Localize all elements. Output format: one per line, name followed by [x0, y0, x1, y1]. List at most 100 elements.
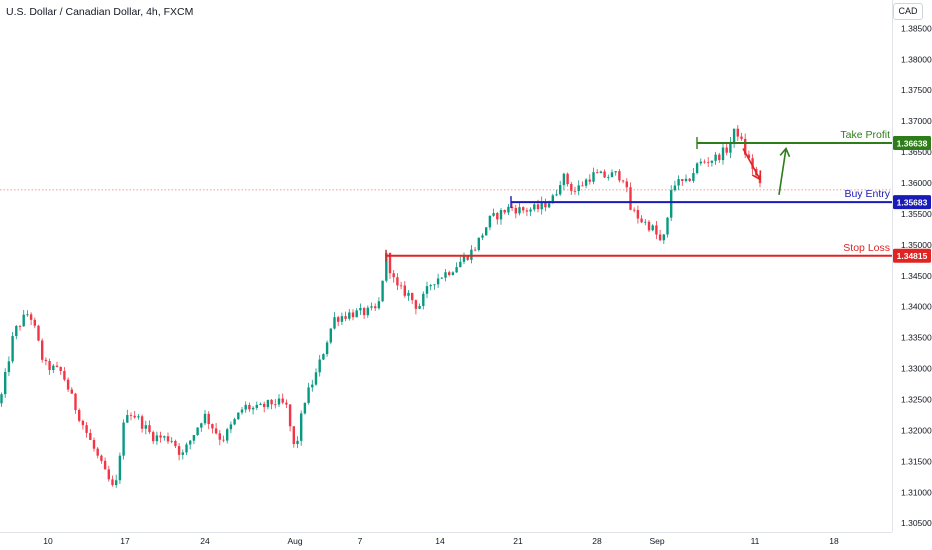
candle: [507, 204, 510, 215]
candle: [115, 474, 118, 488]
candle-body: [681, 179, 684, 181]
candle-body: [588, 179, 591, 182]
candle-body: [547, 203, 551, 208]
candle: [414, 299, 418, 315]
candle-body: [732, 128, 736, 143]
candle-body: [103, 460, 107, 470]
candle-body: [33, 319, 36, 326]
candle-body: [129, 415, 133, 416]
candle-body: [237, 412, 240, 420]
candle-body: [89, 432, 92, 440]
candle-body: [155, 435, 159, 442]
candle: [647, 220, 651, 233]
candle-body: [196, 427, 199, 436]
candle: [444, 269, 447, 282]
candle: [658, 229, 662, 242]
candle-body: [644, 221, 647, 223]
candle-body: [444, 272, 447, 278]
candle-body: [55, 365, 59, 367]
y-tick-label: 1.33500: [901, 333, 932, 343]
candle-body: [673, 185, 677, 191]
candle: [707, 157, 710, 167]
candle: [662, 233, 665, 244]
candle-body: [200, 423, 203, 428]
candle: [63, 367, 66, 382]
y-tick-label: 1.36500: [901, 147, 932, 157]
x-tick-label: 10: [43, 536, 53, 546]
y-tick-label: 1.35000: [901, 240, 932, 250]
target-arrow-head: [779, 146, 791, 158]
candle-body: [37, 325, 40, 341]
candle: [510, 203, 514, 212]
y-tick-label: 1.37000: [901, 116, 932, 126]
candle-body: [625, 181, 628, 188]
candle-body: [266, 399, 270, 408]
candle: [614, 171, 617, 176]
candle: [351, 309, 355, 321]
candle: [100, 454, 103, 464]
candle-body: [629, 187, 632, 210]
candle: [692, 168, 695, 183]
candle-body: [300, 413, 303, 441]
y-tick-label: 1.38500: [901, 23, 932, 33]
candle-body: [22, 314, 25, 327]
candle: [496, 211, 499, 225]
candle-body: [166, 436, 170, 442]
be-price-badge: [893, 195, 931, 210]
candle: [126, 409, 129, 424]
candle: [381, 280, 384, 303]
candle: [621, 179, 625, 184]
candle-body: [485, 227, 488, 236]
candle-body: [584, 179, 588, 186]
candle-body: [240, 409, 244, 413]
candle: [48, 358, 51, 375]
candle-body: [522, 207, 525, 211]
candle-body: [311, 384, 314, 388]
candle: [725, 143, 728, 156]
pullback-arrow-head: [751, 170, 762, 181]
candle-body: [359, 307, 362, 311]
candle-body: [251, 407, 255, 410]
candle-body: [618, 171, 621, 181]
candle: [344, 311, 347, 322]
candle: [222, 435, 225, 443]
candle: [203, 409, 207, 426]
candle-body: [41, 340, 44, 360]
candle: [492, 208, 495, 217]
candle-body: [740, 136, 743, 139]
candle-body: [322, 354, 325, 360]
candle-body: [248, 404, 251, 410]
candle: [170, 437, 173, 444]
candle-body: [399, 285, 403, 287]
candle: [174, 439, 177, 448]
candle-body: [70, 389, 73, 394]
candle-body: [496, 213, 499, 220]
candle: [155, 431, 159, 445]
candle: [292, 426, 295, 448]
candle: [218, 430, 221, 446]
candle: [137, 413, 140, 420]
candle: [200, 422, 203, 432]
candle: [4, 368, 7, 398]
candle-body: [355, 310, 358, 318]
candle-body: [133, 415, 136, 418]
candle: [122, 419, 125, 460]
candle-body: [688, 178, 691, 181]
tp-level-label: Take Profit: [840, 129, 890, 141]
candle: [681, 178, 684, 186]
candle-body: [15, 325, 18, 337]
candle-body: [78, 410, 81, 421]
candle: [52, 363, 55, 373]
candle: [163, 435, 166, 441]
candle: [337, 315, 340, 327]
x-tick-label: Aug: [287, 536, 302, 546]
candle-body: [281, 398, 284, 403]
candle-body: [4, 371, 7, 395]
candle-body: [185, 444, 188, 453]
candle-body: [718, 154, 721, 161]
candle: [488, 215, 492, 231]
candle: [166, 432, 170, 444]
candle: [699, 158, 702, 166]
currency-selector[interactable]: CAD: [893, 3, 923, 20]
